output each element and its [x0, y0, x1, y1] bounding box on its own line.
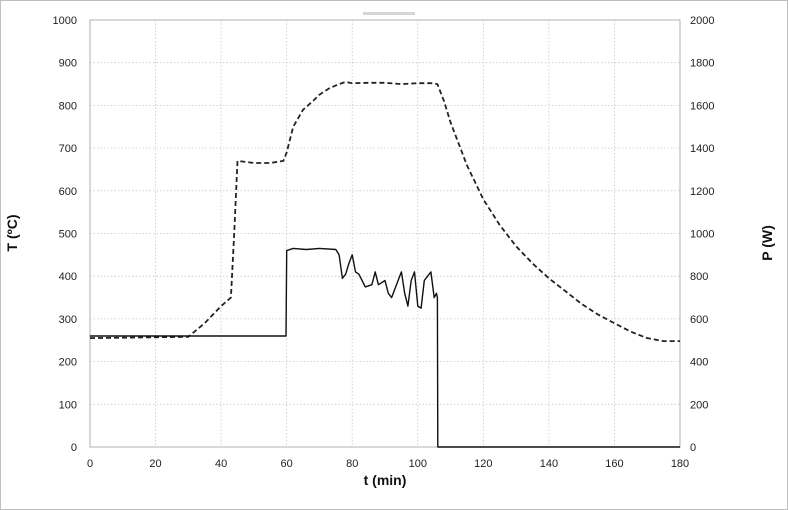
y2-axis-label: P (W) [759, 225, 775, 261]
x-tick-label: 60 [281, 458, 293, 470]
plot-area [89, 19, 681, 448]
y-tick-labels: 0 100 200 300 400 500 600 700 800 900 1000 [53, 15, 77, 454]
y-tick-label: 700 [59, 143, 77, 155]
y2-tick-labels: 0 200 400 600 800 1000 1200 1400 1600 1800 2000 [690, 15, 714, 454]
x-axis-label: t (min) [364, 472, 407, 488]
y2-tick-label: 1600 [690, 100, 714, 112]
y-tick-label: 0 [71, 442, 77, 454]
x-tick-label: 20 [149, 458, 161, 470]
top-artifact [363, 12, 415, 15]
y2-tick-label: 1400 [690, 143, 714, 155]
x-tick-label: 180 [671, 458, 689, 470]
y2-tick-label: 600 [690, 314, 708, 326]
y-tick-label: 100 [59, 399, 77, 411]
y2-tick-label: 400 [690, 357, 708, 369]
y2-tick-label: 0 [690, 442, 696, 454]
x-tick-label: 0 [87, 458, 93, 470]
y-tick-label: 400 [59, 271, 77, 283]
y2-tick-label: 200 [690, 399, 708, 411]
x-tick-label: 100 [409, 458, 427, 470]
y-tick-label: 800 [59, 100, 77, 112]
x-tick-label: 80 [346, 458, 358, 470]
y2-tick-label: 1000 [690, 229, 714, 241]
y2-tick-label: 1200 [690, 186, 714, 198]
x-tick-label: 140 [540, 458, 558, 470]
y-tick-label: 600 [59, 186, 77, 198]
y-tick-label: 1000 [53, 15, 77, 27]
y2-tick-label: 1800 [690, 58, 714, 70]
y-tick-label: 200 [59, 357, 77, 369]
series-layer [89, 81, 680, 448]
y-axis-label: T (ºC) [4, 215, 20, 252]
x-tick-labels: 0 20 40 60 80 100 120 140 160 180 [87, 458, 689, 470]
x-tick-label: 120 [474, 458, 492, 470]
y2-tick-label: 800 [690, 271, 708, 283]
x-tick-label: 160 [605, 458, 623, 470]
y2-tick-label: 2000 [690, 15, 714, 27]
temperature-series-line [89, 81, 680, 342]
y-tick-label: 500 [59, 229, 77, 241]
y-tick-label: 900 [59, 58, 77, 70]
y-tick-label: 300 [59, 314, 77, 326]
power-series-line [90, 247, 680, 448]
x-tick-label: 40 [215, 458, 227, 470]
